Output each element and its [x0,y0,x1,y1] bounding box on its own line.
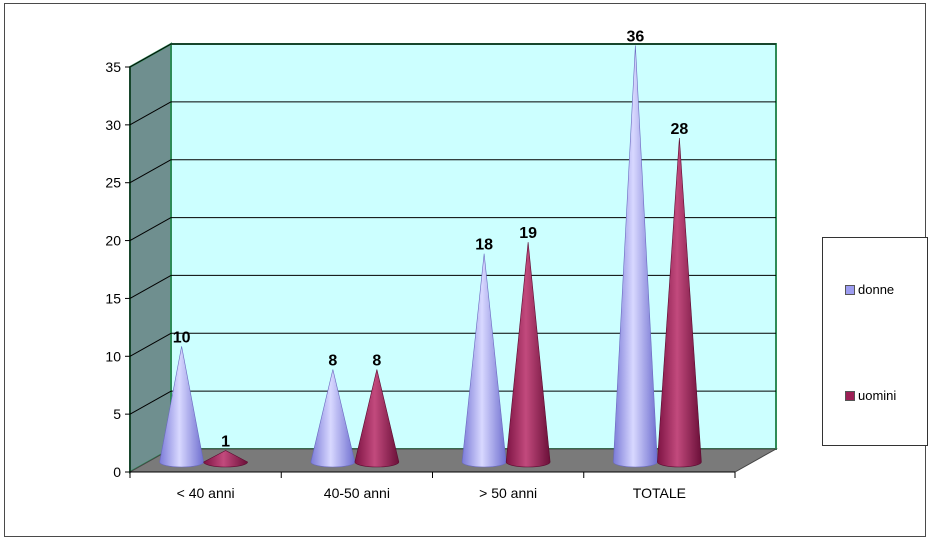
legend: donne uomini [822,237,928,446]
x-tick-label: TOTALE [633,485,686,501]
gridline-side [129,159,172,184]
data-label-donne: 18 [475,237,493,254]
chart-frame: 0 5 10 15 20 25 30 35 < 40 anni 40-50 anni > 50 a… [4,3,928,537]
cone-uomini [203,450,248,468]
gridline-side [129,217,172,242]
y-axis: 0 5 10 15 20 25 30 35 [105,59,131,480]
cone-bar-chart: 0 5 10 15 20 25 30 35 < 40 anni 40-50 anni > 50 a… [105,28,778,501]
data-label-uomini: 19 [519,225,537,242]
cone-donne [613,45,658,468]
cone-uomini [657,137,702,468]
data-label-donne: 10 [173,329,191,346]
y-tick-label: 5 [113,406,121,422]
gridline-side [129,101,172,126]
data-label-uomini: 1 [221,433,230,450]
cone-donne [461,253,507,468]
data-label-donne: 8 [328,352,337,369]
cone-uomini [505,242,551,468]
y-tick-label: 15 [105,290,121,306]
y-tick-label: 30 [105,117,121,133]
data-label-uomini: 8 [372,352,381,369]
legend-swatch-donne [845,284,855,295]
legend-swatch-uomini [845,390,855,401]
data-label-uomini: 28 [670,121,688,138]
legend-label-uomini: uomini [858,388,897,403]
data-label-donne: 36 [626,28,644,45]
gridline-side [129,390,172,415]
x-tick-label: < 40 anni [177,485,235,501]
cone-donne [159,346,204,468]
y-tick-label: 0 [113,464,121,480]
y-tick-label: 10 [105,348,121,364]
cone-donne [310,369,356,468]
cones [159,45,702,468]
gridline-side [129,274,172,299]
y-tick-label: 35 [105,59,121,75]
legend-item-uomini: uomini [845,388,896,403]
y-tick-label: 20 [105,233,121,249]
gridline-side [129,332,172,357]
legend-label-donne: donne [858,282,895,297]
legend-item-donne: donne [845,282,894,297]
side-wall [129,42,172,474]
x-axis: < 40 anni 40-50 anni > 50 anni TOTALE [129,471,736,501]
y-tick-label: 25 [105,175,121,191]
x-tick-label: 40-50 anni [324,485,390,501]
x-tick-label: > 50 anni [479,485,537,501]
gridline-side [129,43,172,68]
cone-uomini [354,369,400,468]
